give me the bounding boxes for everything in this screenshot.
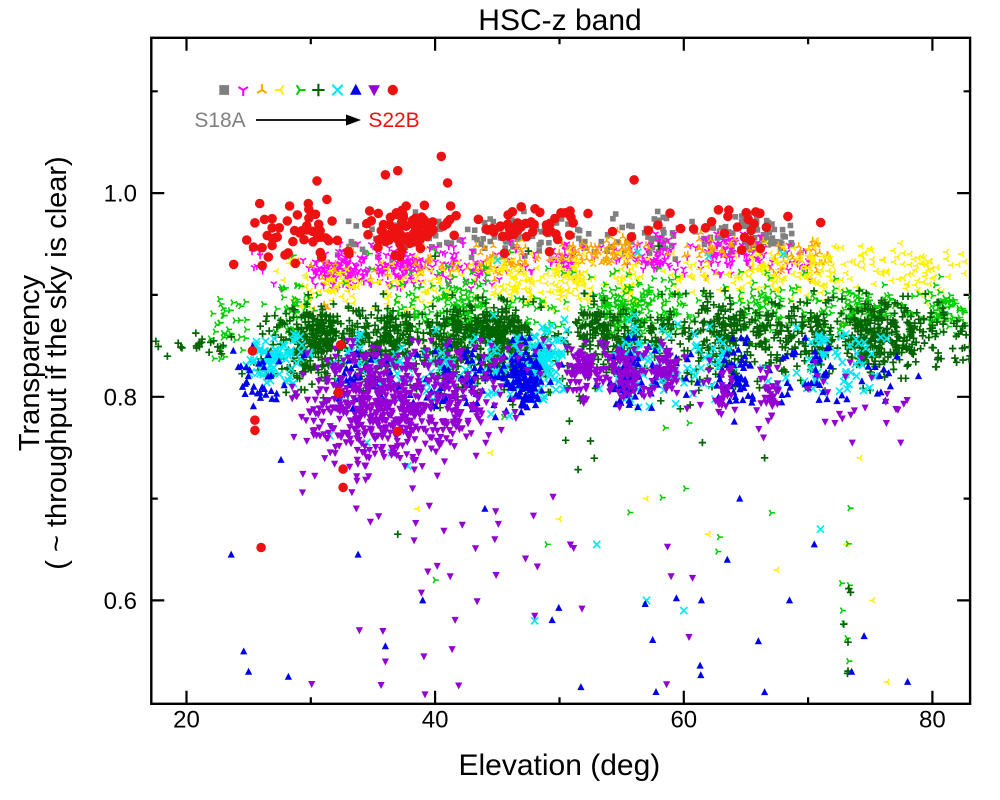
svg-text:20: 20 — [173, 707, 200, 734]
svg-text:0.6: 0.6 — [104, 588, 137, 615]
svg-text:Elevation (deg): Elevation (deg) — [459, 749, 661, 782]
svg-text:40: 40 — [422, 707, 449, 734]
svg-text:S18A: S18A — [194, 109, 245, 132]
svg-text:S22B: S22B — [368, 109, 419, 132]
svg-text:60: 60 — [670, 707, 697, 734]
svg-text:1.0: 1.0 — [104, 181, 137, 208]
svg-text:80: 80 — [919, 707, 946, 734]
svg-text:Transparency: Transparency — [14, 274, 46, 451]
svg-text:HSC-z band: HSC-z band — [478, 4, 641, 37]
svg-text:0.8: 0.8 — [104, 384, 137, 411]
svg-text:( ~ throughput if the sky is c: ( ~ throughput if the sky is clear) — [41, 156, 73, 569]
